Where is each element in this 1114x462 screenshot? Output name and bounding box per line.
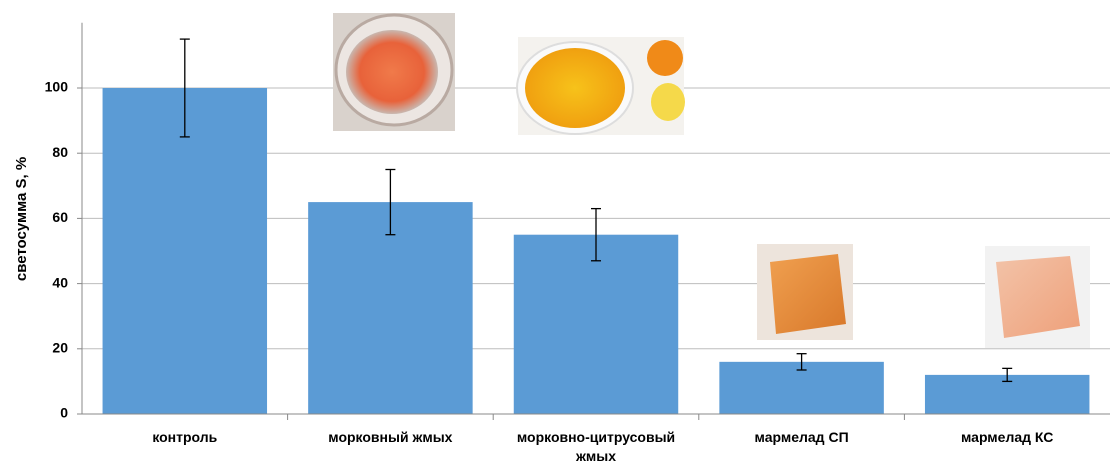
y-tick-label: 100 xyxy=(45,79,69,95)
y-tick-label: 20 xyxy=(52,340,68,356)
y-tick-label: 40 xyxy=(52,274,68,290)
photo-marmalade-ks xyxy=(985,246,1090,348)
photo-marmalade-sp xyxy=(757,244,853,340)
x-tick-label: контроль xyxy=(152,429,218,445)
photo-carrot xyxy=(333,13,455,131)
error-bar xyxy=(796,353,807,371)
bar xyxy=(102,88,268,414)
photo-citrus xyxy=(516,37,685,135)
y-tick-label: 0 xyxy=(60,405,68,421)
axes: 0 20 40 60 80 100 xyxy=(45,22,1110,421)
bar xyxy=(308,202,473,414)
error-bar xyxy=(179,38,190,138)
error-bars xyxy=(179,38,1013,383)
bar xyxy=(513,234,679,414)
y-axis-label: светосумма S, % xyxy=(13,157,30,281)
x-tick-label: морковно-цитрусовый жмых xyxy=(516,429,676,462)
x-tick-label: морковный жмых xyxy=(328,429,453,445)
error-bar xyxy=(1002,367,1013,383)
y-tick-label: 80 xyxy=(52,144,68,160)
x-tick-label: мармелад СП xyxy=(754,429,849,445)
error-bar xyxy=(385,168,396,236)
x-tick-label: мармелад КС xyxy=(960,429,1054,445)
error-bar xyxy=(591,207,601,262)
photos xyxy=(333,13,1090,348)
y-tick-label: 60 xyxy=(52,209,68,225)
bars xyxy=(102,88,1090,414)
